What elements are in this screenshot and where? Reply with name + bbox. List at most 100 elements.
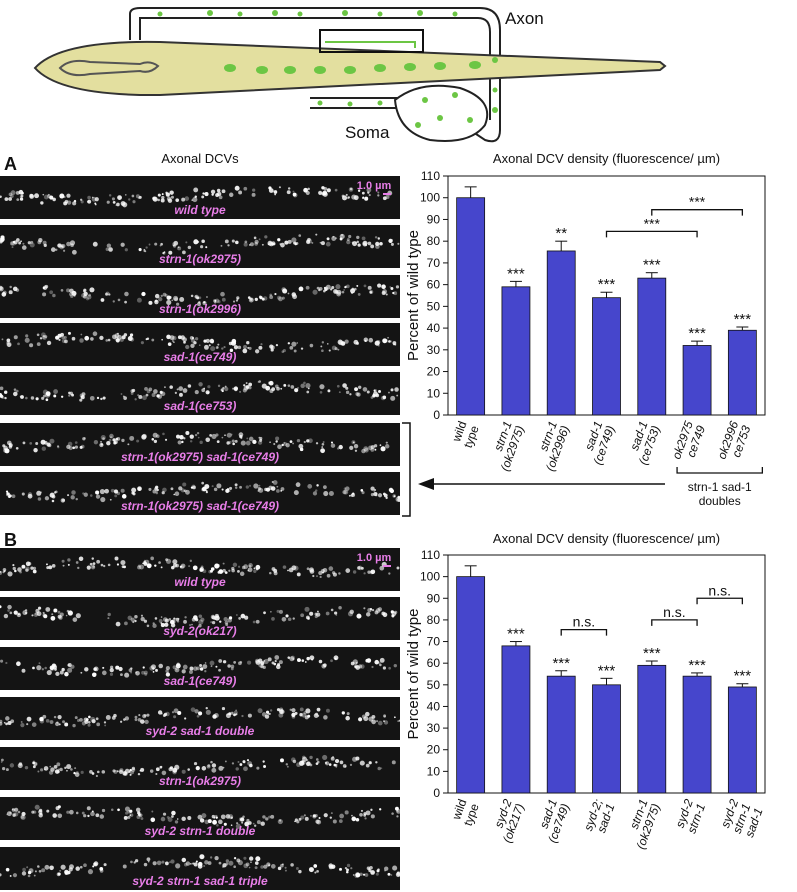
bar [637,664,667,794]
x-tick-label: sad-1(ce749) [533,797,572,844]
bar [727,686,757,794]
dcv-puncta [0,233,400,255]
dcv-puncta [0,380,399,402]
y-tick-label: 0 [433,408,440,422]
micrograph [0,372,400,415]
y-axis-label: Percent of wild type [405,609,422,740]
comparison-label: *** [644,215,661,231]
comparison-bracket [560,628,608,636]
x-tick-label: strn-1(ok2975) [485,419,527,473]
micrograph [0,747,400,790]
soma-label: Soma [345,123,390,142]
bar [501,286,531,416]
x-tick-label: syd-2strn-1 [672,797,708,835]
group-label: strn-1 sad-1 doubles [688,480,752,508]
y-tick-label: 10 [427,386,441,400]
dcv-puncta [1,331,397,354]
micrograph [0,176,400,219]
significance: *** [688,657,706,674]
bar [682,345,712,416]
y-tick-label: 20 [427,365,441,379]
significance: ** [555,225,567,242]
error-bar [645,272,658,279]
strip-label: sad-1(ce749) [164,674,237,688]
significance: *** [643,257,661,274]
bar [501,645,531,794]
strip-label: syd-2(ok217) [163,624,236,638]
micrograph [0,597,400,640]
strip-label: strn-1(ok2975) sad-1(ce749) [121,450,279,464]
strip-label: strn-1(ok2996) [159,302,241,316]
bar [456,576,486,794]
scale-bar-label: 1.0 µm [357,552,392,564]
significance: *** [552,655,570,672]
y-tick-label: 100 [420,191,440,205]
y-tick-label: 60 [427,278,441,292]
x-tick-label: wildtype [449,797,482,828]
x-tick-label: syd-2(ok217) [488,797,527,845]
micrograph [0,697,400,740]
comparison-bracket [605,230,698,238]
significance: *** [734,311,752,328]
strip-label: strn-1(ok2975) [159,774,241,788]
y-tick-label: 80 [427,234,441,248]
bar [546,250,576,416]
significance: *** [688,325,706,342]
dcv-puncta [0,283,400,307]
y-tick-label: 110 [421,548,440,562]
error-bar [509,641,522,646]
significance: *** [598,662,616,679]
strip-label: wild type [174,203,226,217]
y-tick-label: 50 [427,678,441,692]
group-bracket [676,467,764,474]
worm-diagram [33,7,667,143]
x-tick-label: sad-1(ce749) [578,419,617,466]
y-tick-label: 110 [421,169,440,183]
x-tick-label: syd-2strn-1sad-1 [718,797,766,840]
error-bar [736,683,749,687]
error-bar [645,660,658,666]
y-axis-label: Percent of wild type [405,230,422,361]
dcv-puncta [5,480,402,503]
significance: *** [507,626,525,643]
x-tick-label: sad-1(ce753) [624,419,663,466]
comparison-label: n.s. [663,604,686,620]
comparison-label: *** [689,194,706,210]
error-bar [555,240,568,251]
chart-title: Axonal DCV density (fluorescence/ µm) [493,531,720,546]
significance: *** [643,645,661,662]
y-tick-label: 30 [427,721,441,735]
y-tick-label: 10 [427,764,441,778]
y-tick-label: 0 [433,786,440,800]
error-bar [464,565,477,577]
y-tick-label: 70 [427,256,441,270]
y-tick-label: 80 [427,613,441,627]
dcv-puncta [0,604,398,628]
dcv-puncta [0,706,401,728]
strip-label: sad-1(ce753) [164,399,237,413]
strip-label: strn-1(ok2975) sad-1(ce749) [121,499,279,513]
bar [592,297,621,416]
error-bar [691,672,704,677]
error-bar [691,340,704,346]
y-tick-label: 40 [427,321,441,335]
dcv-puncta [0,655,398,678]
axon-label: Axon [505,9,544,28]
bar [637,277,667,416]
y-tick-label: 70 [427,635,441,649]
error-bar [600,291,613,298]
x-tick-label: syd-2;sad-1 [581,797,618,837]
y-tick-label: 90 [427,212,441,226]
x-tick-label: wildtype [449,419,482,450]
comparison-bracket [696,597,744,605]
significance: *** [507,265,525,282]
scale-bar-label: 1.0 µm [357,180,392,192]
bar [727,329,757,416]
bar [456,197,486,416]
y-tick-label: 90 [427,591,441,605]
dcv-puncta [0,754,396,778]
y-tick-label: 60 [427,656,441,670]
error-bar [509,280,522,287]
bar [546,675,576,794]
